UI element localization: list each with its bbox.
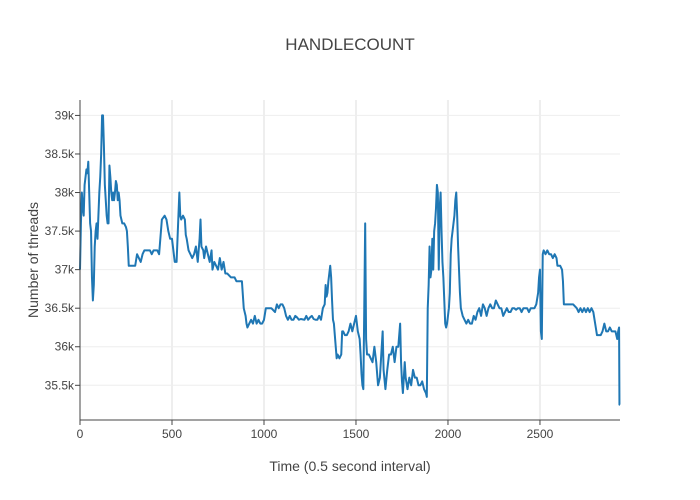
y-tick-label: 36.5k — [45, 301, 75, 315]
y-tick-label: 35.5k — [45, 378, 75, 392]
series-layer — [79, 114, 621, 406]
y-tick-label: 36k — [55, 340, 75, 354]
x-tick-label: 2500 — [527, 427, 554, 441]
y-tick-label: 38.5k — [45, 147, 75, 161]
y-tick-label: 39k — [55, 108, 75, 122]
y-axis-ticks: 35.5k 36k 36.5k 37k 37.5k 38k 38.5k 39k — [45, 108, 80, 392]
x-tick-label: 0 — [77, 427, 84, 441]
y-tick-label: 37.5k — [45, 224, 75, 238]
x-tick-label: 500 — [162, 427, 182, 441]
x-tick-label: 1000 — [251, 427, 278, 441]
x-axis-ticks: 0 500 1000 1500 2000 2500 — [77, 420, 554, 441]
gridlines — [80, 100, 620, 420]
x-tick-label: 2000 — [435, 427, 462, 441]
chart-title: HANDLECOUNT — [285, 35, 414, 54]
series-line — [79, 114, 621, 406]
y-tick-label: 37k — [55, 263, 75, 277]
y-tick-label: 38k — [55, 186, 75, 200]
x-axis-title: Time (0.5 second interval) — [269, 458, 430, 474]
x-tick-label: 1500 — [343, 427, 370, 441]
y-axis-title: Number of threads — [25, 202, 41, 318]
